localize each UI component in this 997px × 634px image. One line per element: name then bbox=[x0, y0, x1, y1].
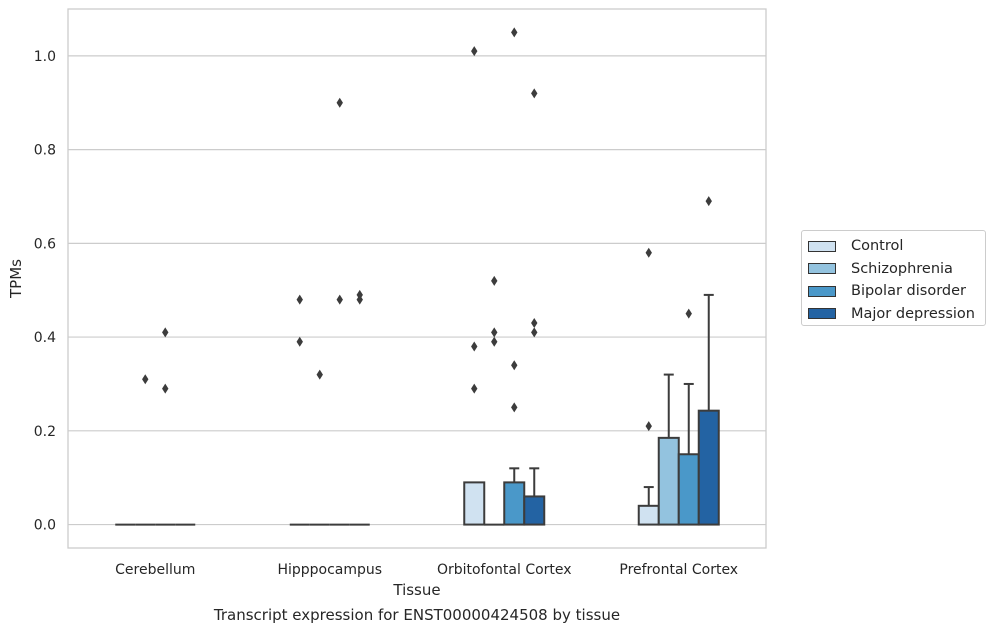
outlier-point bbox=[162, 327, 169, 338]
outliers bbox=[142, 27, 712, 432]
legend-swatch bbox=[808, 308, 836, 320]
legend-item: Schizophrenia bbox=[808, 258, 985, 281]
y-tick-label: 0.8 bbox=[34, 143, 56, 159]
legend-item: Control bbox=[808, 235, 985, 258]
outlier-point bbox=[511, 360, 518, 371]
x-axis-label: Tissue bbox=[392, 581, 440, 599]
outlier-point bbox=[296, 336, 303, 347]
outlier-point bbox=[471, 383, 478, 394]
outlier-point bbox=[531, 327, 538, 338]
outlier-point bbox=[296, 294, 303, 305]
chart-caption: Transcript expression for ENST0000042450… bbox=[213, 606, 621, 624]
legend-item: Bipolar disorder bbox=[808, 280, 985, 303]
x-tick-label: Hipppocampus bbox=[277, 562, 382, 578]
outlier-point bbox=[491, 336, 498, 347]
legend-swatch bbox=[808, 285, 836, 297]
x-tick-labels: Cerebellum Hipppocampus Orbitofontal Corte… bbox=[115, 562, 738, 578]
whiskers bbox=[509, 293, 714, 506]
bar bbox=[637, 504, 660, 526]
y-tick-label: 0.0 bbox=[34, 518, 56, 534]
y-tick-label: 1.0 bbox=[34, 49, 56, 65]
outlier-point bbox=[705, 196, 712, 207]
outlier-point bbox=[491, 327, 498, 338]
legend-swatch bbox=[808, 240, 836, 252]
outlier-point bbox=[471, 341, 478, 352]
outlier-point bbox=[162, 383, 169, 394]
outlier-point bbox=[336, 97, 343, 108]
outlier-point bbox=[511, 402, 518, 413]
outlier-point bbox=[685, 308, 692, 319]
outlier-point bbox=[142, 374, 149, 385]
legend-label: Schizophrenia bbox=[851, 260, 953, 277]
x-tick-label: Prefrontal Cortex bbox=[619, 562, 738, 578]
legend-label: Control bbox=[851, 238, 904, 255]
y-tick-label: 0.6 bbox=[34, 236, 56, 252]
outlier-point bbox=[316, 369, 323, 380]
outlier-point bbox=[356, 294, 363, 305]
outlier-point bbox=[645, 421, 652, 432]
bar bbox=[463, 481, 486, 526]
outlier-point bbox=[511, 27, 518, 38]
legend-swatch bbox=[808, 263, 836, 275]
bar bbox=[657, 436, 680, 526]
bar bbox=[677, 453, 700, 526]
y-tick-labels: 0.0 0.2 0.4 0.6 0.8 1.0 bbox=[34, 49, 56, 534]
legend-label: Bipolar disorder bbox=[851, 283, 966, 300]
x-tick-label: Orbitofontal Cortex bbox=[437, 562, 572, 578]
bars bbox=[115, 409, 720, 526]
bar bbox=[697, 409, 720, 526]
legend-label: Major depression bbox=[851, 305, 975, 322]
plot-frame bbox=[67, 8, 767, 549]
x-tick-label: Cerebellum bbox=[115, 562, 195, 578]
legend: Control Schizophrenia Bipolar disorder Majo… bbox=[801, 230, 986, 326]
bar bbox=[503, 481, 526, 526]
outlier-point bbox=[471, 46, 478, 57]
legend-item: Major depression bbox=[808, 303, 985, 326]
outlier-point bbox=[531, 88, 538, 99]
outlier-point bbox=[531, 318, 538, 329]
outlier-point bbox=[336, 294, 343, 305]
outlier-point bbox=[491, 275, 498, 286]
y-tick-label: 0.4 bbox=[34, 330, 56, 346]
y-tick-label: 0.2 bbox=[34, 424, 56, 440]
y-axis-label: TPMs bbox=[7, 259, 25, 299]
bar bbox=[523, 495, 546, 526]
outlier-point bbox=[645, 247, 652, 258]
